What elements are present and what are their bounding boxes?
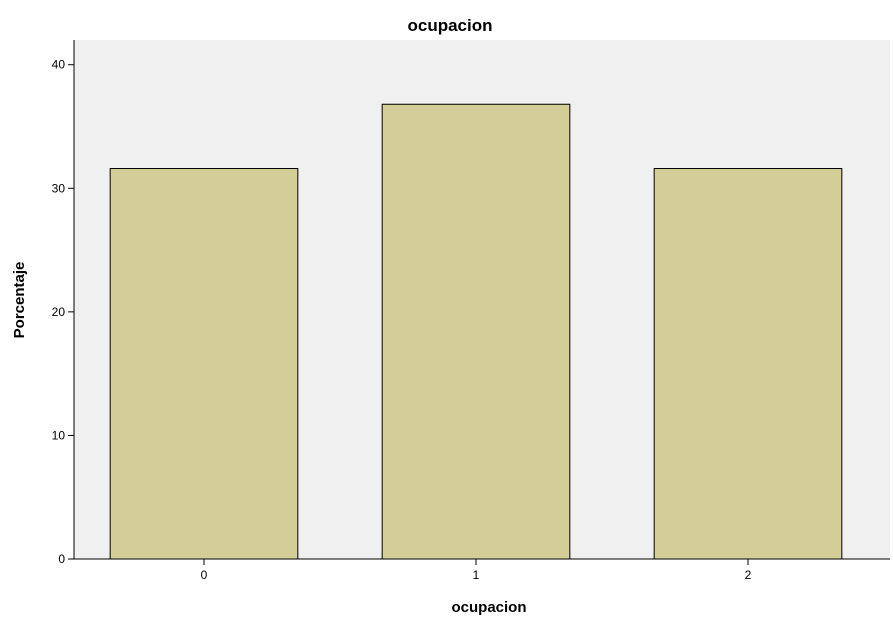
- y-tick-label: 20: [52, 305, 66, 319]
- x-axis: 0 1 2: [74, 558, 890, 582]
- y-tick-label: 30: [52, 181, 66, 195]
- y-tick-label: 10: [52, 428, 66, 442]
- bars: [109, 103, 843, 560]
- chart-title: ocupacion: [407, 16, 492, 35]
- x-tick-label: 2: [745, 568, 752, 582]
- y-tick-label: 0: [58, 552, 65, 566]
- x-tick-label: 1: [473, 568, 480, 582]
- bar-1: [381, 103, 571, 560]
- bar-2: [653, 168, 843, 560]
- y-tick-label: 40: [52, 58, 66, 72]
- y-axis: 0 10 20 30 40: [52, 40, 75, 566]
- bar-0: [109, 168, 299, 560]
- x-tick-label: 0: [201, 568, 208, 582]
- y-axis-title: Porcentaje: [11, 262, 28, 339]
- x-axis-title: ocupacion: [451, 599, 526, 616]
